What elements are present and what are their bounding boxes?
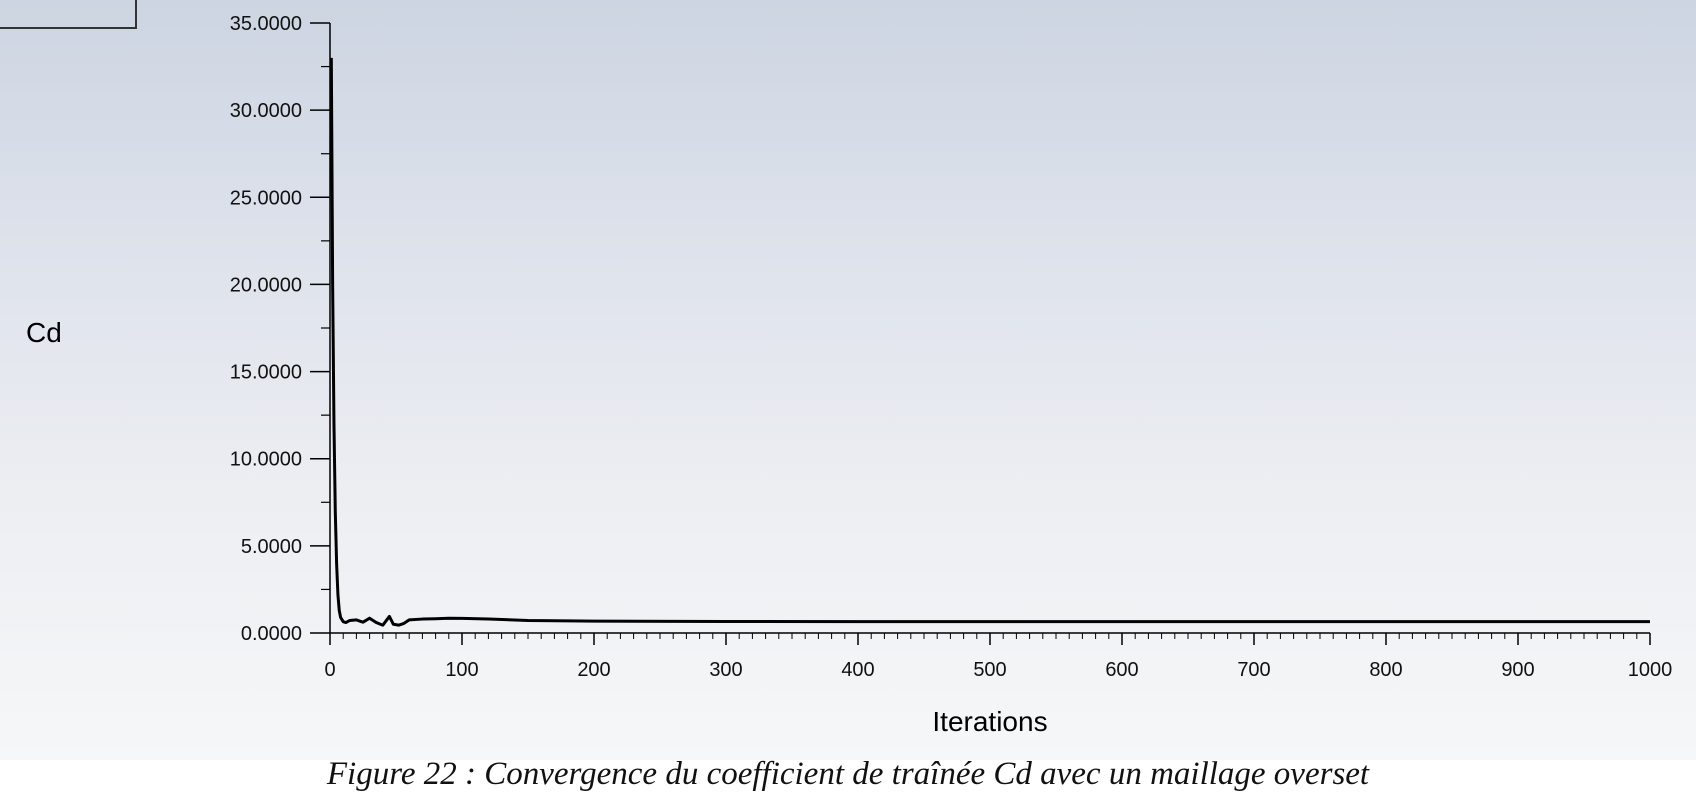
x-axis-label: Iterations — [932, 706, 1047, 737]
frame-corner — [0, 0, 137, 29]
frame-corner-line — [0, 0, 137, 29]
axes: 0.0000 5.0000 10.0000 15.0000 20.0000 25.0000… — [230, 13, 1673, 681]
y-tick-label: 30.0000 — [230, 100, 302, 122]
y-tick-label: 5.0000 — [241, 536, 302, 558]
y-tick-label: 35.0000 — [230, 13, 302, 35]
figure-caption: Figure 22 : Convergence du coefficient d… — [326, 756, 1370, 792]
series-line-0 — [329, 57, 1650, 627]
y-tick-label: 20.0000 — [230, 274, 302, 296]
x-tick-label: 500 — [973, 659, 1006, 681]
x-tick-label: 900 — [1501, 659, 1534, 681]
x-tick-label: 1000 — [1628, 659, 1673, 681]
x-tick-label: 200 — [577, 659, 610, 681]
plot-panel: 0.0000 5.0000 10.0000 15.0000 20.0000 25.0000… — [0, 0, 1696, 760]
chart: 0.0000 5.0000 10.0000 15.0000 20.0000 25.0000… — [0, 0, 1673, 737]
y-tick-label: 15.0000 — [230, 362, 302, 384]
x-tick-label: 600 — [1105, 659, 1138, 681]
x-tick-label: 800 — [1369, 659, 1402, 681]
y-tick-label: 25.0000 — [230, 187, 302, 209]
x-tick-label: 300 — [709, 659, 742, 681]
x-tick-label: 700 — [1237, 659, 1270, 681]
series-layer — [329, 57, 1650, 627]
y-tick-label: 10.0000 — [230, 449, 302, 471]
x-tick-label: 0 — [324, 659, 335, 681]
x-tick-label: 400 — [841, 659, 874, 681]
y-tick-label: 0.0000 — [241, 623, 302, 645]
x-tick-label: 100 — [445, 659, 478, 681]
y-axis-label: Cd — [26, 317, 62, 348]
